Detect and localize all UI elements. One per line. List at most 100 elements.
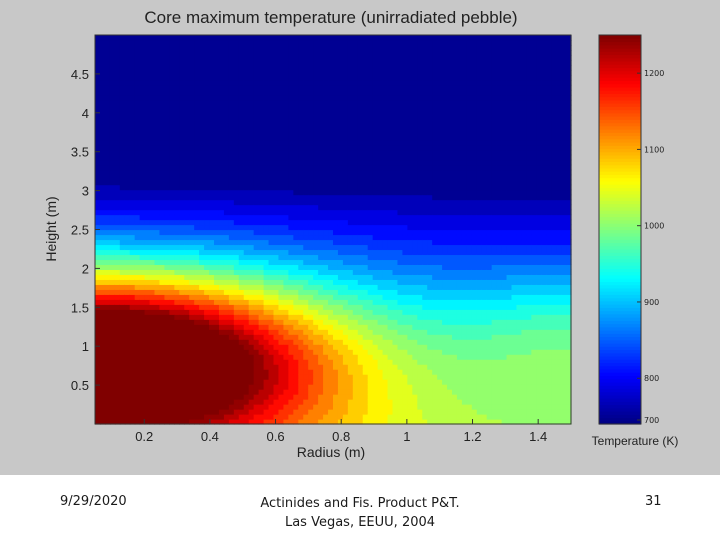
contour-cell <box>243 104 250 111</box>
contour-cell <box>179 344 185 350</box>
contour-cell <box>149 74 156 81</box>
contour-cell <box>228 344 235 350</box>
contour-cell <box>342 179 349 186</box>
contour-cell <box>357 314 364 320</box>
contour-cell <box>129 294 136 300</box>
contour-cell <box>159 274 166 280</box>
contour-cell <box>228 214 235 221</box>
contour-cell <box>253 44 260 51</box>
contour-cell <box>392 189 399 196</box>
contour-cell <box>288 319 294 325</box>
contour-cell <box>402 419 408 425</box>
contour-cell <box>154 414 161 420</box>
contour-cell <box>218 144 225 151</box>
contour-cell <box>243 174 250 181</box>
contour-cell <box>238 264 245 270</box>
contour-cell <box>223 344 230 350</box>
contour-cell <box>407 349 413 355</box>
contour-cell <box>333 219 339 226</box>
contour-cell <box>228 394 235 400</box>
contour-cell <box>144 79 151 86</box>
contour-cell <box>313 134 319 141</box>
contour-cell <box>114 99 121 106</box>
contour-cell <box>154 314 161 320</box>
contour-cell <box>342 394 349 400</box>
contour-cell <box>377 124 384 131</box>
contour-cell <box>174 154 180 161</box>
contour-cell <box>154 124 161 131</box>
contour-cell <box>288 99 294 106</box>
contour-cell <box>323 179 329 186</box>
contour-cell <box>189 44 195 51</box>
contour-cell <box>109 364 116 370</box>
contour-cell <box>333 399 339 405</box>
contour-cell <box>288 119 294 126</box>
contour-cell <box>194 64 200 71</box>
contour-cell <box>313 349 319 355</box>
contour-cell <box>233 384 240 390</box>
contour-cell <box>189 244 195 251</box>
contour-cell <box>372 384 379 390</box>
contour-cell <box>233 349 240 355</box>
contour-cell <box>278 199 285 206</box>
contour-cell <box>214 54 220 61</box>
contour-cell <box>184 354 190 360</box>
contour-cell <box>352 254 359 261</box>
contour-cell <box>248 224 255 231</box>
contour-cell <box>99 49 106 56</box>
contour-cell <box>109 94 116 101</box>
contour-cell <box>149 39 156 46</box>
contour-cell <box>243 109 250 116</box>
contour-cell <box>184 364 190 370</box>
contour-cell <box>189 254 195 261</box>
contour-cell <box>134 249 141 256</box>
contour-cell <box>199 249 205 256</box>
contour-cell <box>273 84 280 91</box>
contour-cell <box>99 169 106 176</box>
contour-cell <box>159 199 166 206</box>
contour-cell <box>298 189 304 196</box>
contour-cell <box>164 114 170 121</box>
contour-cell <box>352 234 359 241</box>
contour-cell <box>154 384 161 390</box>
contour-cell <box>293 64 299 71</box>
contour-cell <box>218 379 225 385</box>
contour-cell <box>323 314 329 320</box>
contour-cell <box>169 294 175 300</box>
contour-cell <box>149 379 156 385</box>
contour-cell <box>253 109 260 116</box>
contour-cell <box>99 354 106 360</box>
contour-cell <box>149 49 156 56</box>
contour-cell <box>179 269 185 275</box>
contour-cell <box>392 329 399 335</box>
contour-cell <box>298 409 304 415</box>
contour-cell <box>204 74 210 81</box>
contour-cell <box>119 64 126 71</box>
contour-cell <box>228 369 235 375</box>
contour-cell <box>402 334 408 340</box>
contour-cell <box>283 409 289 415</box>
contour-cell <box>293 354 299 360</box>
contour-cell <box>159 364 166 370</box>
contour-cell <box>258 144 265 151</box>
contour-cell <box>169 254 175 261</box>
contour-cell <box>218 369 225 375</box>
contour-cell <box>144 269 151 275</box>
contour-cell <box>318 49 324 56</box>
contour-cell <box>174 344 180 350</box>
contour-cell <box>179 314 185 320</box>
contour-cell <box>124 164 131 171</box>
contour-cell <box>253 304 260 310</box>
contour-cell <box>342 244 349 251</box>
contour-cell <box>223 109 230 116</box>
contour-cell <box>298 74 304 81</box>
contour-cell <box>164 294 170 300</box>
contour-cell <box>402 244 408 251</box>
contour-cell <box>283 264 289 270</box>
contour-cell <box>337 414 344 420</box>
contour-cell <box>109 44 116 51</box>
contour-cell <box>258 294 265 300</box>
contour-cell <box>169 369 175 375</box>
contour-cell <box>139 209 146 216</box>
contour-cell <box>149 334 156 340</box>
